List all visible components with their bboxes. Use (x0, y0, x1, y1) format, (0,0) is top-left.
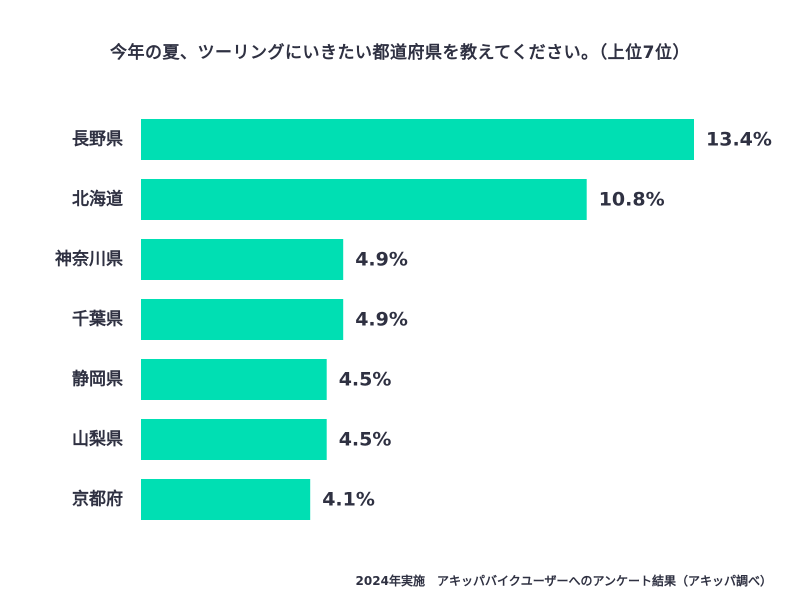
chart-title: 今年の夏、ツーリングにいきたい都道府県を教えてください。（上位7位） (110, 43, 690, 63)
category-label: 長野県 (72, 130, 123, 150)
bars-layer: 長野県 13.4% 北海道 10.8% 神奈川県 4.9% 千葉県 4.9% 静岡県 4.5% 山梨… (55, 119, 772, 520)
value-label: 4.9% (355, 249, 408, 271)
value-label: 4.1% (322, 489, 375, 511)
category-label: 北海道 (72, 189, 123, 210)
value-label: 4.9% (355, 309, 408, 331)
value-label: 4.5% (339, 369, 392, 391)
footnote: 2024年実施 アキッパバイクユーザーへのアンケート結果（アキッパ調べ） (355, 574, 772, 588)
bar-6 (141, 419, 327, 460)
bar-4 (141, 299, 344, 340)
category-label: 神奈川県 (55, 249, 123, 270)
category-label: 山梨県 (72, 429, 123, 450)
value-label: 10.8% (599, 189, 665, 211)
category-label: 千葉県 (72, 309, 123, 330)
bar-5 (141, 359, 327, 400)
category-label: 京都府 (72, 489, 123, 510)
bar-3 (141, 239, 344, 280)
value-label: 4.5% (339, 429, 392, 451)
category-label: 静岡県 (72, 369, 123, 390)
bar-2 (141, 179, 587, 220)
bar-7 (141, 479, 311, 520)
value-label: 13.4% (706, 129, 772, 151)
bar-1 (141, 119, 694, 160)
